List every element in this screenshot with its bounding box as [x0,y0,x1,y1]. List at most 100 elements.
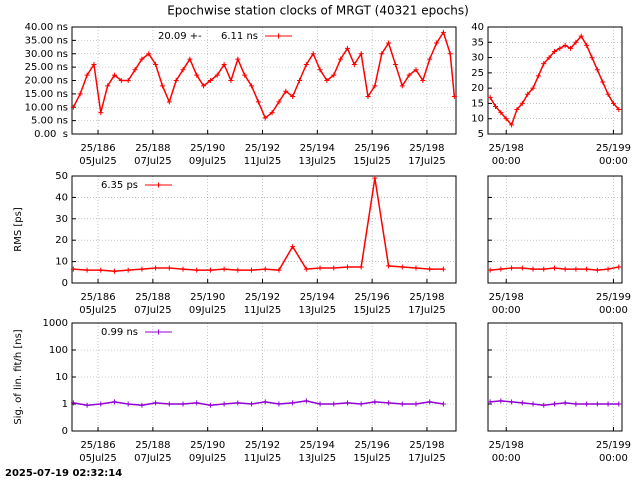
y-tick-label: 30 [471,53,484,64]
point-marker [372,399,378,405]
x-tick-sublabel: 00:00 [492,305,521,316]
point-marker [235,400,241,406]
point-marker [427,266,433,272]
y-tick-label: 15 [471,98,484,109]
point-marker [616,107,622,113]
x-tick-label: 25/198 [489,440,524,451]
point-marker [514,107,520,113]
legend-label: 6.11 ns [221,31,258,42]
point-marker [386,40,392,46]
y-tick-label: 35.00 ns [25,35,68,46]
point-marker [207,267,213,273]
x-tick-label: 25/194 [300,143,335,154]
point-marker [331,265,337,271]
point-marker [535,73,541,79]
legend-marker [276,33,281,39]
point-marker [283,88,289,94]
point-marker [214,72,220,78]
point-marker [541,61,547,67]
legend-label: 0.99 ns [101,327,138,338]
point-marker [111,399,117,405]
legend-marker [156,182,161,188]
point-marker [303,398,309,404]
legend-marker [156,329,161,335]
point-marker [139,266,145,272]
x-tick-label: 25/192 [245,292,280,303]
x-tick-sublabel: 07Jul25 [134,156,172,167]
series-line [73,178,444,272]
x-tick-sublabel: 13Jul25 [299,305,337,316]
point-marker [605,266,611,272]
y-tick-label: 10 [55,372,68,383]
point-marker [610,100,616,106]
point-marker [372,83,378,89]
point-marker [487,94,493,100]
x-tick-label: 25/190 [190,143,225,154]
point-marker [166,99,172,105]
y-tick-label: 10 [471,114,484,125]
point-marker [194,267,200,273]
point-marker [594,401,600,407]
plot-frame [71,175,457,284]
x-tick-label: 25/192 [245,143,280,154]
x-tick-label: 25/198 [489,292,524,303]
point-marker [600,79,606,85]
point-marker [84,72,90,78]
point-marker [557,45,563,51]
x-tick-label: 25/196 [355,440,390,451]
x-tick-label: 25/192 [245,440,280,451]
point-marker [331,72,337,78]
point-marker [290,244,296,250]
point-marker [84,402,90,408]
point-marker [344,400,350,406]
point-marker [594,67,600,73]
x-tick-sublabel: 13Jul25 [299,156,337,167]
y-axis-label: RMS [ps] [13,207,24,252]
plot-frame [487,322,623,432]
point-marker [180,401,186,407]
x-tick-label: 25/198 [409,143,444,154]
point-marker [118,78,124,83]
y-tick-label: 10 [55,257,68,268]
x-tick-sublabel: 00:00 [599,156,628,167]
x-tick-sublabel: 11Jul25 [244,305,282,316]
point-marker [70,400,76,406]
point-marker [498,266,504,272]
x-tick-sublabel: 17Jul25 [408,156,446,167]
point-marker [153,400,159,406]
point-marker [98,110,104,116]
x-tick-label: 25/198 [409,440,444,451]
point-marker [331,401,337,407]
x-tick-label: 25/190 [190,440,225,451]
point-marker [451,94,457,100]
point-marker [503,116,509,122]
y-axis-label: Sig. of lin. fit/h [ns] [13,329,24,424]
y-tick-label: 100 [49,345,68,356]
point-marker [317,401,323,407]
y-tick-label: 1000 [43,318,68,329]
point-marker [487,267,493,273]
x-tick-label: 25/198 [409,292,444,303]
point-marker [541,266,547,272]
point-marker [262,266,268,272]
point-marker [605,91,611,97]
point-marker [562,266,568,272]
point-marker [310,51,316,57]
legend-label: 6.35 ps [101,180,138,191]
x-tick-sublabel: 13Jul25 [299,453,337,464]
point-marker [111,268,117,274]
x-tick-sublabel: 05Jul25 [79,156,117,167]
point-marker [139,56,145,62]
point-marker [276,267,282,273]
point-marker [447,51,453,57]
point-marker [290,94,296,100]
point-marker [153,61,159,67]
x-tick-sublabel: 00:00 [599,453,628,464]
point-marker [440,401,446,407]
y-tick-label: 25 [471,68,484,79]
point-marker [159,83,165,89]
point-marker [413,401,419,407]
point-marker [221,266,227,272]
x-tick-sublabel: 09Jul25 [189,453,227,464]
point-marker [249,267,255,273]
